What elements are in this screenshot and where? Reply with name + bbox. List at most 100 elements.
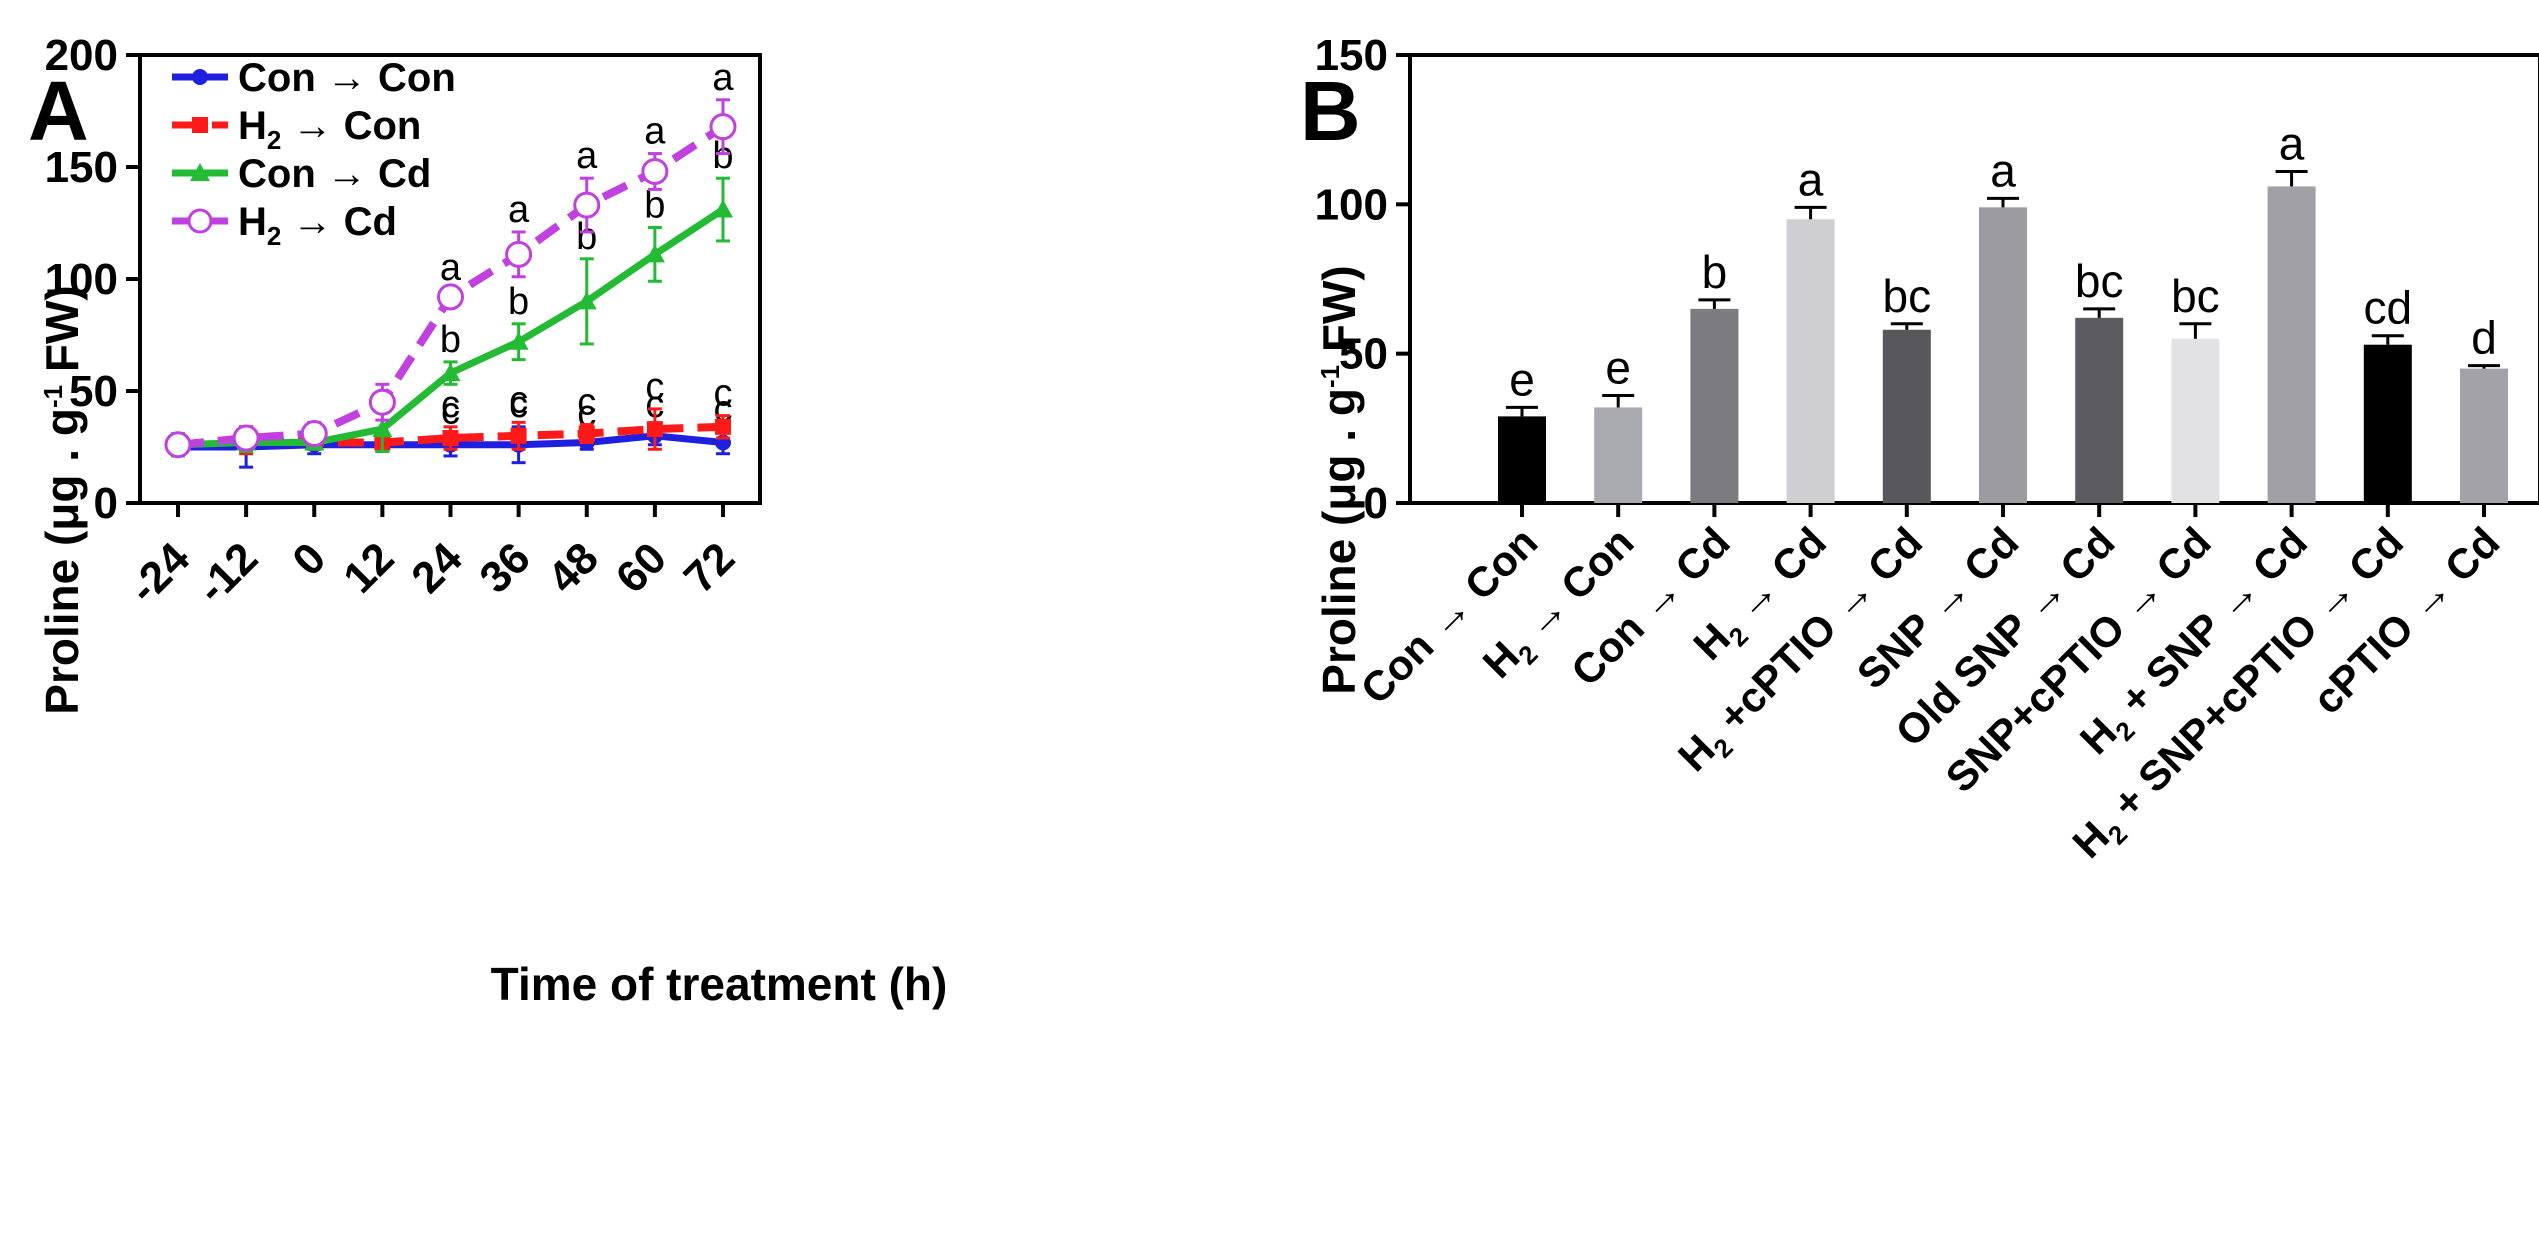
panel-a-point	[300, 420, 328, 448]
panel-b-frame	[1408, 53, 2539, 505]
panel-a-legend-label-gap	[281, 200, 292, 244]
panel-a-legend-marker	[192, 117, 208, 133]
panel-b-bar	[1882, 329, 1931, 503]
panel-a-legend-item: Con → Cd	[172, 152, 431, 196]
panel-b-significance-letter: a	[1798, 153, 1824, 205]
panel-a-significance-letter: a	[508, 189, 530, 231]
panel-a-legend-label-part: Cd	[378, 152, 431, 196]
panel-a-y-axis-title-main: Proline (μg . g	[36, 408, 88, 715]
panel-a-legend-item: H2 → Cd	[172, 200, 397, 251]
panel-a-y-tick-label: 200	[45, 31, 118, 80]
panel-b-y-axis-title-sup: -1	[1315, 365, 1345, 388]
panel-b-bar	[1594, 407, 1643, 503]
panel-b-significance-letter: bc	[1883, 270, 1932, 322]
panel-a-legend-label: H2 → Con	[238, 104, 421, 155]
panel-b-significance-letter: e	[1509, 353, 1535, 405]
panel-a-legend-label-part: →	[316, 152, 378, 196]
panel-a-y-axis-title: Proline (μg . g-1 FW)	[36, 285, 88, 714]
panel-a-point	[440, 363, 461, 382]
panel-b-significance-letter: b	[1702, 246, 1728, 298]
panel-a-legend-label-part: Con	[344, 104, 422, 148]
panel-a-x-tick-label: 24	[402, 533, 472, 603]
panel-b-bar	[2267, 186, 2316, 503]
panel-a-point	[641, 157, 669, 185]
panel-b-bar	[1786, 219, 1835, 503]
panel-a-legend-label-gap	[281, 104, 292, 148]
panel-b-letter: B	[1300, 64, 1361, 158]
panel-a-significance-letter: c	[441, 384, 460, 426]
panel-a-series: b b b b b	[168, 135, 734, 458]
panel-a-point	[508, 331, 529, 350]
panel-a-legend-item: H2 → Con	[172, 104, 421, 155]
panel-a-legend-label-part: →	[292, 104, 343, 148]
panel-b-significance-letter: bc	[2075, 255, 2124, 307]
panel-a-x-tick-label: 12	[334, 533, 403, 602]
panel-b-bar	[1690, 308, 1739, 503]
panel-a-y-axis-title-unit: FW)	[36, 285, 88, 385]
panel-a-point	[232, 424, 260, 452]
panel-b-bar	[1498, 416, 1546, 503]
panel-b-y-tick-label: 150	[1315, 31, 1388, 80]
panel-b-y-tick-label: 0	[1364, 479, 1388, 528]
panel-a-y-tick-label: 150	[45, 143, 118, 192]
panel-a-point	[644, 244, 665, 263]
panel-a-point	[505, 240, 533, 268]
panel-a-x-tick-label: 48	[539, 533, 608, 602]
panel-a-point	[442, 430, 459, 447]
panel-a-significance-letter: b	[644, 184, 665, 226]
panel-a-legend-label-part: H	[238, 200, 267, 244]
panel-b-significance-letter: bc	[2171, 270, 2220, 322]
panel-a-x-tick-label: 60	[607, 533, 676, 602]
panel-a-x-tick-label: -24	[119, 533, 199, 613]
panel-a-significance-letter: c	[509, 384, 528, 426]
panel-a-legend-label-part: →	[292, 200, 343, 244]
panel-a-x-tick-label: 36	[470, 533, 539, 602]
panel-a-legend-item: Con → Con	[172, 56, 456, 100]
panel-a-legend-label-part: H	[238, 104, 267, 148]
panel-a-legend-label: Con → Con	[238, 56, 456, 100]
panel-a-significance-letter: a	[440, 247, 462, 289]
panel-b-significance-letter: e	[1605, 341, 1631, 393]
panel-a-significance-letter: c	[645, 384, 664, 426]
panel-a-point	[164, 431, 192, 459]
panel-a-significance-letter: b	[440, 319, 461, 361]
panel-a-x-tick-label: 72	[675, 533, 744, 602]
panel-a-legend-label-part: →	[316, 56, 378, 100]
panel-a-legend-label-part: 2	[267, 125, 281, 155]
panel-b-bar	[2171, 338, 2220, 503]
panel-a-legend-label-part: Con	[238, 152, 316, 196]
panel-a-y-tick-label: 100	[45, 255, 118, 304]
panel-a-legend-label-part: Cd	[344, 200, 397, 244]
panel-a-point	[709, 113, 737, 141]
panel-a-significance-letter: a	[576, 135, 598, 177]
panel-a-significance-letter: b	[576, 216, 597, 258]
panel-a-legend-label-part: Con	[238, 56, 316, 100]
panel-a-significance-letter: a	[644, 111, 666, 153]
panel-a-legend-marker	[190, 163, 210, 181]
panel-b-bar	[2363, 344, 2412, 503]
panel-a-legend-label: H2 → Cd	[238, 200, 397, 251]
panel-a-significance-letter: c	[509, 379, 528, 421]
panel-a-legend-label: Con → Cd	[238, 152, 431, 196]
panel-b-y-axis-title-main: Proline (μg . g	[1313, 388, 1365, 695]
panel-a-significance-letter: c	[714, 373, 733, 415]
panel-a-significance-letter: a	[712, 57, 734, 99]
panel-a-point	[715, 418, 731, 435]
panel-a-point	[578, 425, 595, 442]
panel-a-x-tick-label: 0	[283, 533, 335, 585]
panel-a-y-tick-label: 50	[69, 367, 118, 416]
panel-a-series: a a a a a	[164, 57, 737, 459]
panel-a-point	[573, 191, 601, 219]
panel-a-x-tick-label: -12	[188, 533, 268, 613]
panel-a-significance-letter: b	[508, 281, 529, 323]
panel-a-legend-marker	[192, 69, 208, 85]
panel-a-significance-letter: c	[441, 391, 460, 433]
panel-a-significance-letter: b	[712, 135, 733, 177]
panel-b-y-tick-label: 50	[1339, 330, 1388, 379]
panel-b-significance-letter: a	[1990, 144, 2016, 196]
panel-a-point	[576, 291, 597, 310]
